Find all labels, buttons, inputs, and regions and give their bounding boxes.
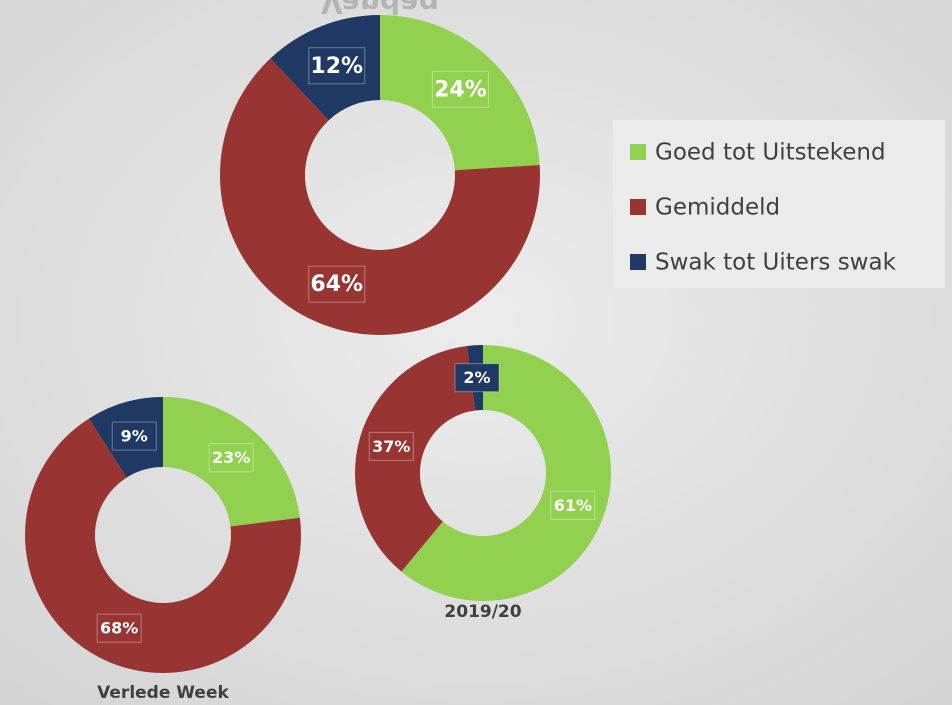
donut-slice [25,418,302,673]
data-label: 2% [463,368,490,387]
data-label: 9% [121,427,148,446]
legend-label: Gemiddeld [655,195,780,221]
mirrored-title: Vandag [321,0,439,20]
chart-title: 2019/20 [444,602,521,622]
data-label-box [111,421,157,451]
legend-swatch [630,254,646,270]
data-label: 23% [212,448,250,467]
data-label-box [454,363,500,393]
chart-title: Verlede Week [97,683,229,703]
data-label: 37% [372,437,410,456]
donut-slice [401,345,611,601]
data-label-box [550,490,596,520]
donut-slice [219,58,540,336]
data-label-box [96,613,142,643]
data-label-box [431,70,489,108]
legend-box [613,120,945,288]
legend-label: Swak tot Uiters swak [655,250,897,276]
legend-label: Goed tot Uitstekend [655,140,886,166]
chart-title: Vandag [321,0,439,20]
legend-swatch [630,144,646,160]
data-label-box [308,47,366,85]
data-label-box [208,443,254,473]
data-label-box [308,265,366,303]
data-label: 12% [310,54,363,79]
donut-slice [354,346,476,572]
data-label: 61% [554,496,592,515]
data-label-box [368,431,414,461]
data-label: 64% [310,272,363,297]
data-label: 68% [100,619,138,638]
data-label: 24% [434,77,487,102]
legend-swatch [630,199,646,215]
